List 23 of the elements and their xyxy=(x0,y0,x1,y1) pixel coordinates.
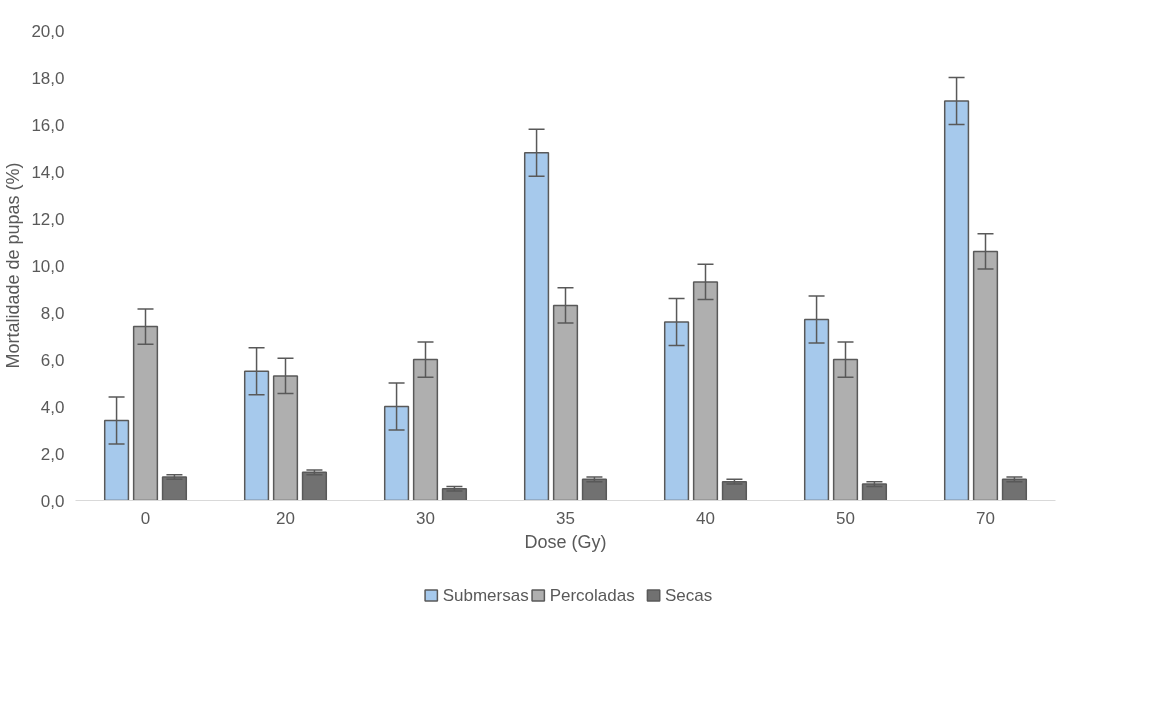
y-tick-label: 6,0 xyxy=(40,350,65,370)
x-tick-label: 50 xyxy=(836,508,855,528)
legend-label: Percoladas xyxy=(549,586,635,605)
y-tick-label: 2,0 xyxy=(40,444,65,464)
y-axis-title: Mortalidade de pupas (%) xyxy=(3,162,24,369)
x-tick-label: 70 xyxy=(976,508,995,528)
y-tick-label: 8,0 xyxy=(40,303,65,323)
y-tick-label: 4,0 xyxy=(40,397,65,417)
y-tick-label: 0,0 xyxy=(40,491,65,511)
x-tick-label: 35 xyxy=(556,508,575,528)
y-tick-label: 16,0 xyxy=(31,115,65,135)
x-tick-label: 40 xyxy=(696,508,715,528)
legend-label: Submersas xyxy=(442,586,529,605)
x-tick-label: 0 xyxy=(140,508,151,528)
legend-label: Secas xyxy=(665,586,713,605)
y-tick-label: 20,0 xyxy=(31,21,65,41)
y-tick-label: 12,0 xyxy=(31,209,65,229)
y-tick-label: 18,0 xyxy=(31,68,65,88)
x-tick-label: 30 xyxy=(416,508,435,528)
y-tick-label: 10,0 xyxy=(31,256,65,276)
y-tick-label: 14,0 xyxy=(31,162,65,182)
x-axis-title: Dose (Gy) xyxy=(524,531,607,552)
x-tick-label: 20 xyxy=(276,508,295,528)
